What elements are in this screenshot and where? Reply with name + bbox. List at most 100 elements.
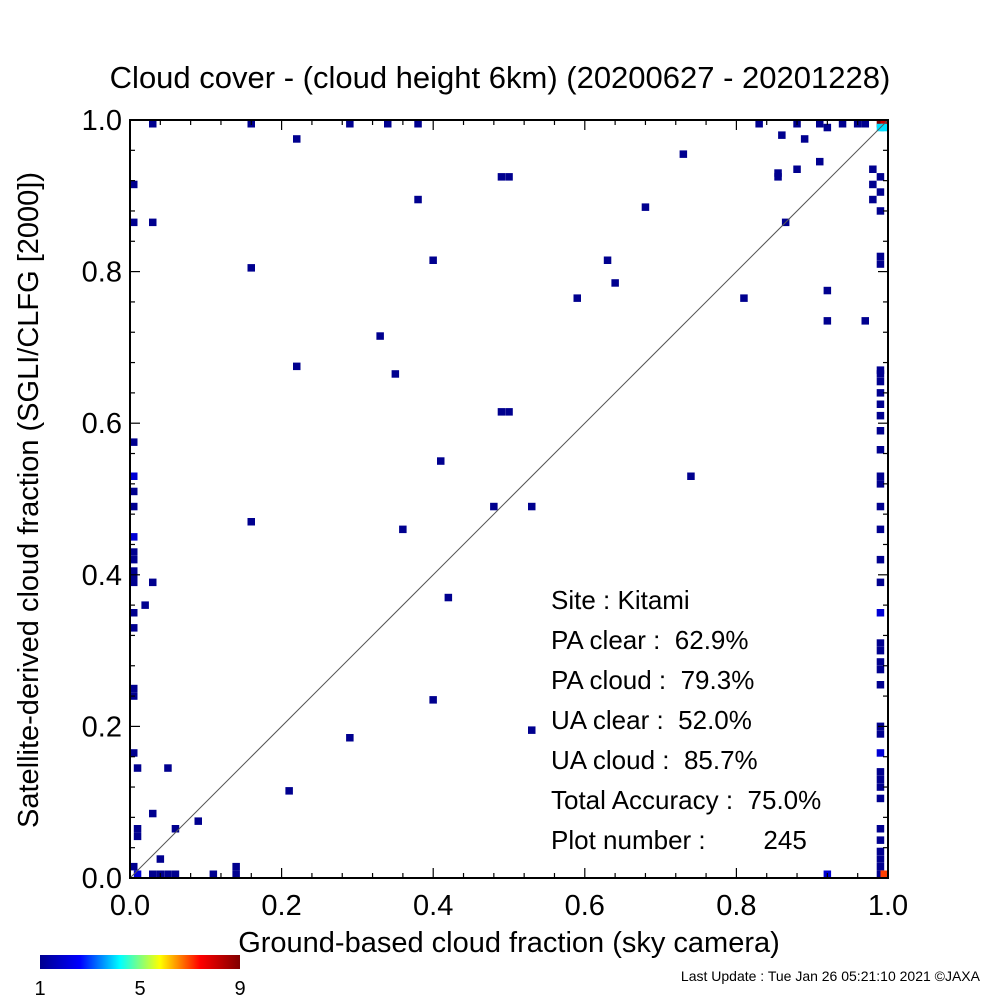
heatmap-cell	[876, 260, 885, 268]
heatmap-cell	[171, 870, 180, 878]
heatmap-cell	[876, 555, 885, 564]
x-tick-label: 0.8	[716, 890, 756, 922]
heatmap-cell	[876, 525, 885, 534]
heatmap-cell	[149, 809, 157, 818]
heatmap-cell	[823, 286, 832, 295]
heatmap-cell	[876, 825, 885, 833]
heatmap-cell	[130, 574, 138, 583]
heatmap-cell	[641, 203, 650, 211]
heatmap-cell	[376, 332, 384, 340]
colorbar-label: 5	[134, 978, 145, 1000]
x-tick-label: 0.2	[261, 890, 301, 922]
heatmap-cell	[232, 862, 240, 871]
heatmap-cell	[876, 855, 885, 863]
heatmap-cell	[876, 446, 885, 454]
heatmap-cell	[444, 593, 453, 602]
y-tick-label: 0.8	[82, 257, 122, 289]
heatmap-cell	[880, 123, 888, 132]
heatmap-cell	[838, 120, 847, 128]
heatmap-cell	[209, 870, 218, 878]
heatmap-cell	[876, 730, 885, 738]
colorbar-label: 1	[34, 978, 45, 1000]
heatmap-cell	[876, 639, 885, 647]
x-tick-label: 0.0	[110, 890, 150, 922]
heatmap-cell	[876, 377, 885, 386]
axis-ticks	[129, 119, 889, 879]
heatmap-cell	[130, 567, 138, 575]
heatmap-cell	[384, 120, 392, 128]
heatmap-cell	[133, 832, 142, 841]
heatmap-cell	[497, 173, 506, 181]
y-tick-label: 0.4	[82, 560, 122, 592]
heatmap-cell	[687, 472, 695, 480]
heatmap-cell	[774, 173, 782, 181]
heatmap-cell	[130, 180, 138, 189]
heatmap-cell	[876, 847, 885, 856]
heatmap-cell	[876, 862, 885, 871]
heatmap-cell	[679, 150, 688, 158]
x-tick-label: 1.0	[868, 890, 908, 922]
heatmap-cell	[876, 502, 885, 511]
heatmap-cell	[876, 472, 885, 480]
heatmap-cell	[876, 578, 885, 587]
x-tick-labels: 0.0 0.2 0.4 0.6 0.8 1.0	[110, 890, 908, 922]
heatmap-cell	[528, 726, 536, 734]
heatmap-cell	[876, 370, 885, 378]
plot-frame	[129, 119, 889, 879]
heatmap-cell	[149, 578, 157, 587]
heatmap-cell	[391, 370, 400, 378]
y-tick-label: 1.0	[82, 105, 122, 137]
y-tick-label: 0.6	[82, 408, 122, 440]
heatmap-cell	[876, 768, 885, 776]
heatmap-cell	[869, 165, 877, 173]
heatmap-cell	[130, 502, 138, 511]
heatmap-cell	[133, 764, 142, 772]
chart-title: Cloud cover - (cloud height 6km) (202006…	[110, 60, 891, 95]
heatmap-cell	[247, 264, 255, 272]
heatmap-cell	[133, 825, 142, 833]
heatmap-cell	[880, 870, 888, 878]
heatmap-cell	[414, 195, 422, 204]
heatmap-cell	[876, 207, 885, 215]
heatmap-cell	[611, 279, 619, 287]
heatmap-cell	[133, 870, 142, 878]
stat-line: UA cloud : 85.7%	[551, 745, 758, 775]
stat-line: Total Accuracy : 75.0%	[551, 785, 821, 815]
heatmap-cell	[171, 825, 180, 833]
heatmap-cell	[130, 218, 138, 227]
stat-line: PA clear : 62.9%	[551, 625, 749, 655]
heatmap-cell	[130, 438, 138, 446]
x-tick-label: 0.6	[565, 890, 605, 922]
heatmap-cell	[429, 696, 437, 704]
heatmap-cell	[876, 783, 885, 791]
stat-line: Site : Kitami	[551, 585, 690, 615]
last-update: Last Update : Tue Jan 26 05:21:10 2021 ©…	[680, 968, 980, 984]
heatmap-cell	[603, 256, 612, 264]
heatmap-cell	[876, 389, 885, 397]
heatmap-cell	[876, 794, 885, 803]
heatmap-cell	[869, 180, 877, 189]
heatmap-cell	[346, 120, 354, 128]
heatmap-cell	[876, 366, 885, 374]
heatmap-cell	[876, 188, 885, 196]
heatmap-cell	[247, 518, 255, 526]
heatmap-cell	[816, 157, 824, 166]
heatmap-cell	[505, 408, 513, 416]
heatmap-cell	[800, 135, 809, 143]
heatmap-cell	[740, 294, 748, 302]
heatmap-cell	[429, 256, 437, 264]
heatmap-cell	[130, 609, 138, 617]
heatmap-cell	[876, 252, 885, 261]
one-to-one-line	[129, 119, 889, 879]
heatmap-cell	[130, 548, 138, 556]
heatmap-cell	[232, 870, 240, 878]
heatmap-cell	[293, 362, 301, 371]
heatmap-cell	[490, 502, 498, 511]
heatmap-cell	[156, 855, 165, 863]
x-tick-label: 0.4	[413, 890, 453, 922]
heatmap-cell	[130, 533, 138, 541]
heatmap-cell	[876, 658, 885, 666]
heatmap-cell	[876, 749, 885, 757]
heatmap-cell	[528, 502, 536, 511]
